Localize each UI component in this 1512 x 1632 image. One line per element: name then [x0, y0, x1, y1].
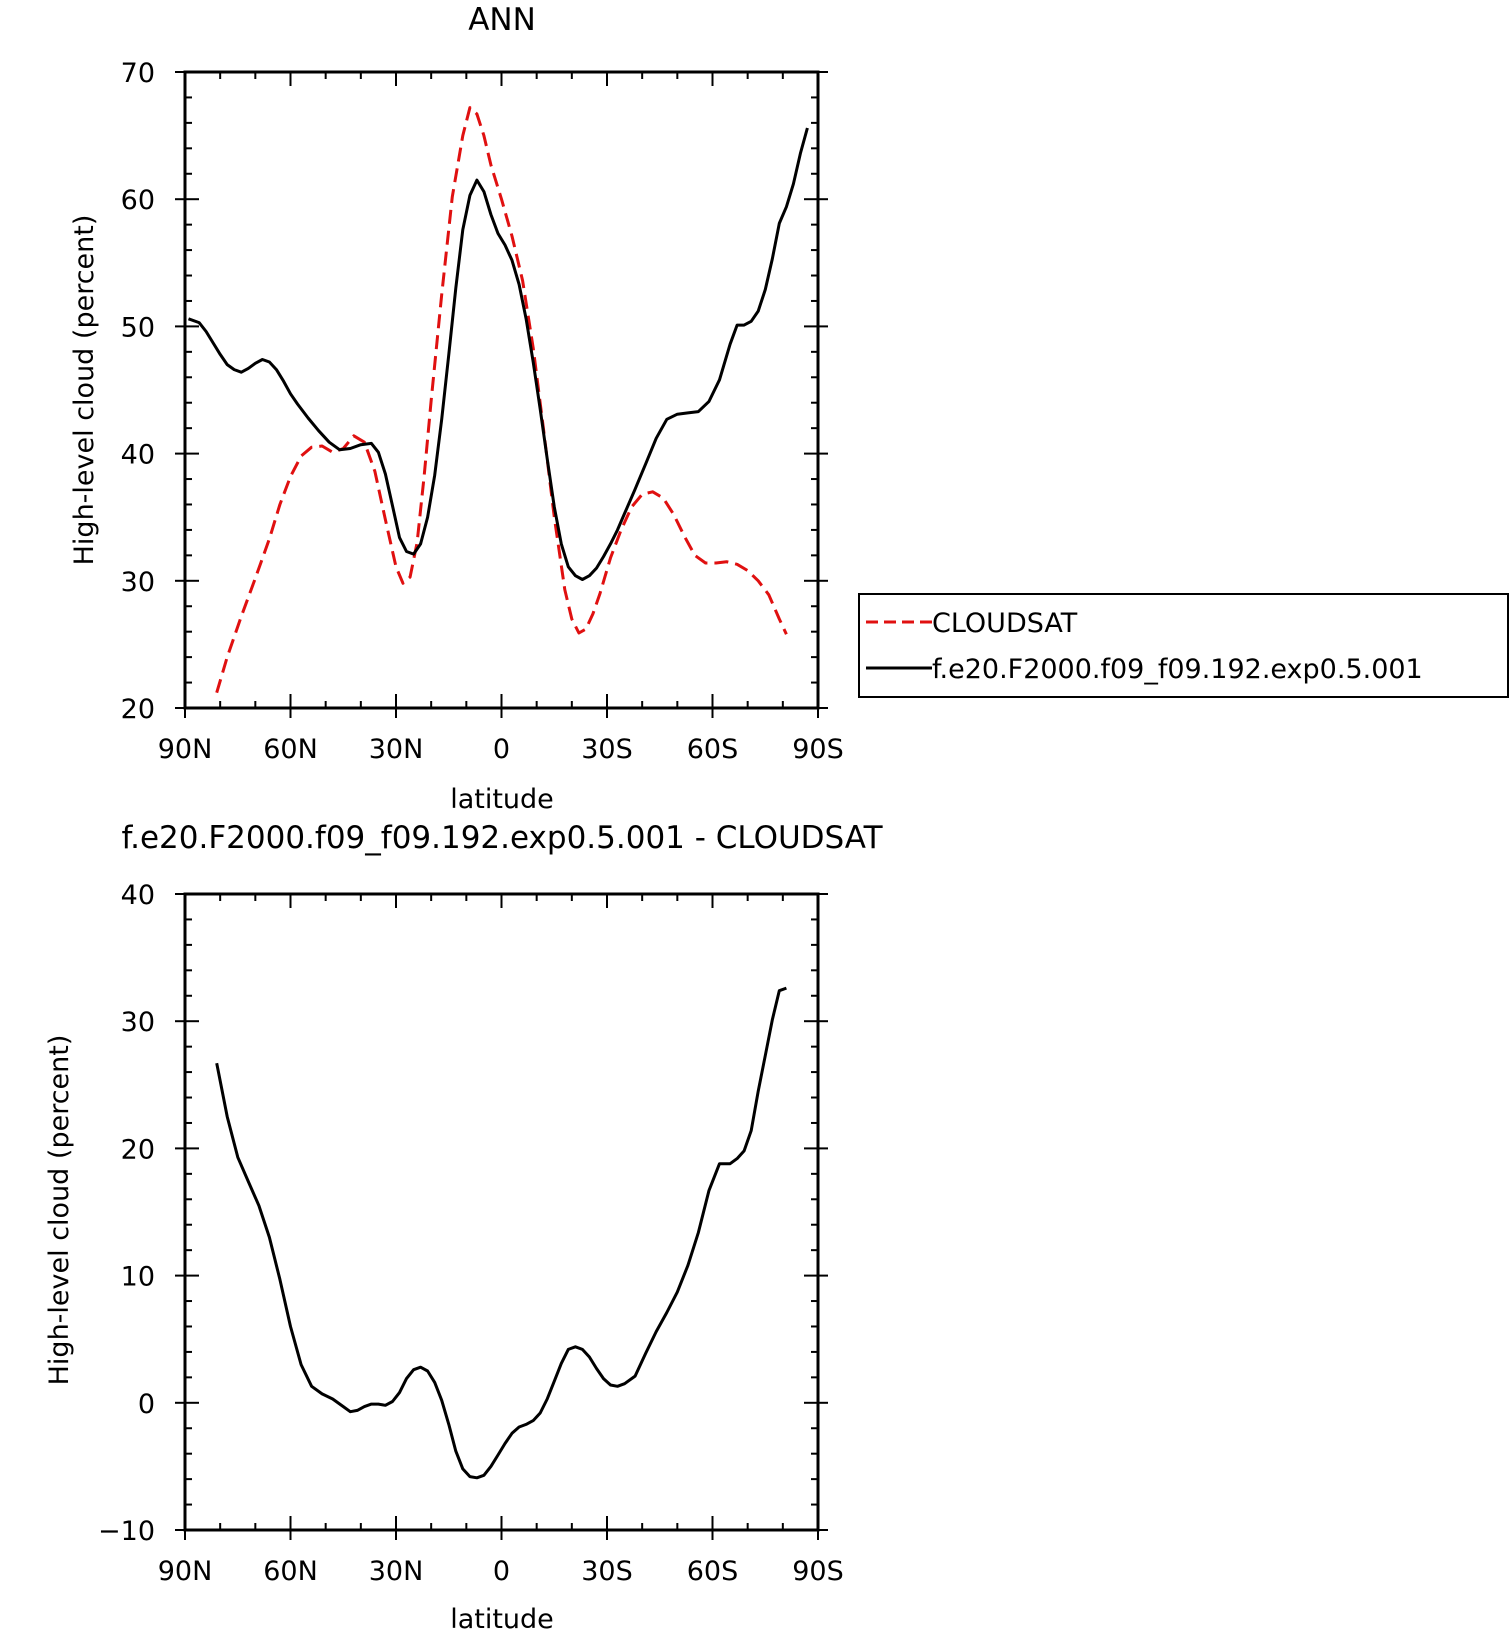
top-chart-panel: ANN 90N 60N 30N 0 30S 60S 90S 20 30 40 50 60 70 lati… — [69, 2, 844, 815]
legend-label-cloudsat: CLOUDSAT — [932, 608, 1078, 639]
plot-frame — [183, 892, 820, 1532]
x-tick-label: 30S — [581, 734, 633, 765]
plot-area: 90N 60N 30N 0 30S 60S 90S −10 0 10 20 30 40 — [98, 880, 844, 1587]
plot-frame — [183, 70, 820, 710]
y-tick-label: 20 — [121, 1134, 155, 1165]
series-line-1 — [215, 986, 787, 1480]
legend: CLOUDSAT f.e20.F2000.f09_f09.192.exp0.5.… — [858, 593, 1509, 698]
y-axis-label: High-level cloud (percent) — [44, 1035, 75, 1386]
x-tick-label: 0 — [493, 1556, 510, 1587]
y-tick-label: 70 — [121, 58, 155, 89]
x-tick-label: 30N — [369, 734, 424, 765]
y-tick-label: 50 — [121, 312, 155, 343]
x-tick-label: 30S — [581, 1556, 633, 1587]
y-axis-label: High-level cloud (percent) — [69, 215, 100, 566]
series-line-2 — [187, 127, 809, 581]
y-tick-label: 40 — [121, 880, 155, 911]
x-tick-label: 30N — [369, 1556, 424, 1587]
x-tick-label: 60N — [263, 1556, 318, 1587]
y-tick-label: −10 — [98, 1516, 155, 1547]
y-tick-label: 40 — [121, 440, 155, 471]
difference-chart-title: f.e20.F2000.f09_f09.192.exp0.5.001 - CLO… — [121, 820, 883, 856]
y-tick-label: 10 — [121, 1262, 155, 1293]
chart-title: ANN — [468, 2, 536, 38]
x-tick-label: 90S — [792, 1556, 844, 1587]
x-axis-label: latitude — [450, 784, 554, 815]
plot-area: 90N 60N 30N 0 30S 60S 90S 20 30 40 50 60 70 — [121, 58, 844, 765]
y-tick-label: 60 — [121, 185, 155, 216]
x-tick-label: 90S — [792, 734, 844, 765]
legend-entry-model: f.e20.F2000.f09_f09.192.exp0.5.001 — [866, 654, 1423, 685]
y-tick-label: 30 — [121, 567, 155, 598]
legend-entry-cloudsat: CLOUDSAT — [866, 608, 1078, 639]
x-tick-label: 60S — [687, 1556, 739, 1587]
x-tick-label: 90N — [158, 734, 213, 765]
x-tick-label: 90N — [158, 1556, 213, 1587]
x-tick-label: 0 — [493, 734, 510, 765]
y-tick-label: 30 — [121, 1007, 155, 1038]
y-tick-label: 0 — [138, 1389, 155, 1420]
legend-box — [858, 593, 1509, 698]
x-axis-label: latitude — [450, 1604, 554, 1632]
y-tick-label: 20 — [121, 694, 155, 725]
bottom-chart-panel: f.e20.F2000.f09_f09.192.exp0.5.001 - CLO… — [44, 820, 884, 1632]
legend-label-model: f.e20.F2000.f09_f09.192.exp0.5.001 — [932, 654, 1423, 685]
x-tick-label: 60N — [263, 734, 318, 765]
series-line-1 — [215, 106, 788, 694]
x-tick-label: 60S — [687, 734, 739, 765]
